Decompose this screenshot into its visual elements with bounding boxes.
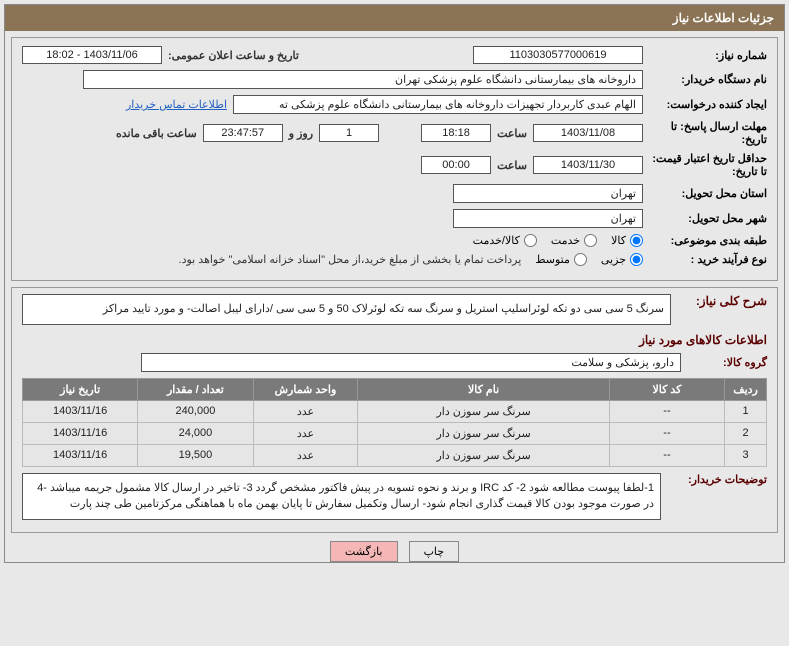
process-radio-1[interactable] (574, 253, 587, 266)
table-header: واحد شمارش (253, 378, 358, 400)
province-label: استان محل تحویل: (649, 187, 767, 200)
table-cell: 24,000 (138, 422, 253, 444)
table-cell: 3 (725, 444, 767, 466)
buyer-notes-label: توضیحات خریدار: (667, 473, 767, 486)
response-deadline-label: مهلت ارسال پاسخ: تا تاریخ: (649, 120, 767, 146)
category-radio-2[interactable] (524, 234, 537, 247)
need-number-value: 1103030577000619 (473, 46, 643, 64)
table-cell: عدد (253, 422, 358, 444)
buyer-name-label: نام دستگاه خریدار: (649, 73, 767, 86)
requester-value: الهام عبدی کاربردار تجهیزات داروخانه های… (233, 95, 643, 114)
category-radio-group: کالا خدمت کالا/خدمت (473, 234, 643, 247)
table-cell: 1 (725, 400, 767, 422)
table-cell: سرنگ سر سوزن دار (358, 444, 609, 466)
table-cell: عدد (253, 444, 358, 466)
category-radio-0[interactable] (630, 234, 643, 247)
category-label: طبقه بندی موضوعی: (649, 234, 767, 247)
table-cell: -- (609, 444, 724, 466)
table-cell: 240,000 (138, 400, 253, 422)
table-row: 2--سرنگ سر سوزن دارعدد24,0001403/11/16 (23, 422, 767, 444)
process-option-1[interactable]: متوسط (535, 253, 587, 266)
table-cell: 1403/11/16 (23, 400, 138, 422)
goods-group-label: گروه کالا: (687, 356, 767, 369)
table-header: ردیف (725, 378, 767, 400)
page-header: جزئیات اطلاعات نیاز (5, 5, 784, 31)
need-number-label: شماره نیاز: (649, 49, 767, 62)
category-option-0[interactable]: کالا (611, 234, 643, 247)
response-remaining-label: ساعت باقی مانده (116, 127, 197, 140)
announce-date-value: 1403/11/06 - 18:02 (22, 46, 162, 64)
table-cell: -- (609, 400, 724, 422)
process-note: پرداخت تمام یا بخشی از مبلغ خرید،از محل … (179, 253, 522, 266)
response-deadline-time: 18:18 (421, 124, 491, 142)
need-desc-title: شرح کلی نیاز: (677, 294, 767, 308)
requester-label: ایجاد کننده درخواست: (649, 98, 767, 111)
table-cell: 1403/11/16 (23, 422, 138, 444)
goods-section-title: اطلاعات کالاهای مورد نیاز (22, 333, 767, 347)
page-title: جزئیات اطلاعات نیاز (673, 11, 774, 25)
category-option-2[interactable]: کالا/خدمت (473, 234, 537, 247)
city-value: تهران (453, 209, 643, 228)
response-remaining: 23:47:57 (203, 124, 283, 142)
table-header: نام کالا (358, 378, 609, 400)
table-header: تاریخ نیاز (23, 378, 138, 400)
category-option-1[interactable]: خدمت (551, 234, 597, 247)
table-cell: 2 (725, 422, 767, 444)
process-radio-0[interactable] (630, 253, 643, 266)
category-radio-1[interactable] (584, 234, 597, 247)
response-deadline-date: 1403/11/08 (533, 124, 643, 142)
table-cell: سرنگ سر سوزن دار (358, 422, 609, 444)
table-header: تعداد / مقدار (138, 378, 253, 400)
table-cell: عدد (253, 400, 358, 422)
process-option-0[interactable]: جزیی (601, 253, 643, 266)
goods-table: ردیفکد کالانام کالاواحد شمارشتعداد / مقد… (22, 378, 767, 467)
table-cell: -- (609, 422, 724, 444)
price-validity-time: 00:00 (421, 156, 491, 174)
table-row: 3--سرنگ سر سوزن دارعدد19,5001403/11/16 (23, 444, 767, 466)
price-validity-date: 1403/11/30 (533, 156, 643, 174)
response-days-label: روز و (289, 127, 313, 140)
buyer-contact-link[interactable]: اطلاعات تماس خریدار (126, 98, 227, 111)
need-desc-text: سرنگ 5 سی سی دو تکه لوئراسلیپ استریل و س… (22, 294, 671, 325)
announce-date-label: تاریخ و ساعت اعلان عمومی: (168, 49, 299, 62)
city-label: شهر محل تحویل: (649, 212, 767, 225)
province-value: تهران (453, 184, 643, 203)
back-button[interactable]: بازگشت (330, 541, 398, 562)
table-cell: 19,500 (138, 444, 253, 466)
goods-group-value: دارو، پزشکی و سلامت (141, 353, 681, 372)
print-button[interactable]: چاپ (409, 541, 460, 562)
table-row: 1--سرنگ سر سوزن دارعدد240,0001403/11/16 (23, 400, 767, 422)
process-type-radio-group: جزیی متوسط (535, 253, 643, 266)
buyer-name-value: داروخانه های بیمارستانی دانشگاه علوم پزش… (83, 70, 643, 89)
process-type-label: نوع فرآیند خرید : (649, 253, 767, 266)
buyer-notes-text: 1-لطفا پیوست مطالعه شود 2- کد IRC و برند… (22, 473, 661, 520)
response-days: 1 (319, 124, 379, 142)
response-time-label: ساعت (497, 127, 527, 140)
price-time-label: ساعت (497, 159, 527, 172)
table-cell: سرنگ سر سوزن دار (358, 400, 609, 422)
price-validity-label: حداقل تاریخ اعتبار قیمت: تا تاریخ: (649, 152, 767, 178)
table-header: کد کالا (609, 378, 724, 400)
table-cell: 1403/11/16 (23, 444, 138, 466)
